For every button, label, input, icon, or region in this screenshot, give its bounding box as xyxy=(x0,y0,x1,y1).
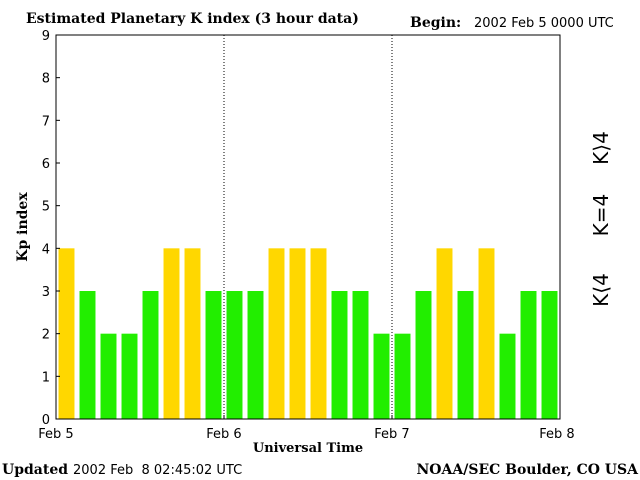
kp-bar xyxy=(457,291,474,419)
legend-green-label: K⟨4 xyxy=(589,273,613,307)
y-tick-label: 1 xyxy=(42,370,50,385)
updated-value: 2002 Feb 8 02:45:02 UTC xyxy=(73,463,242,478)
bars-group xyxy=(58,248,558,419)
kp-bar xyxy=(331,291,348,419)
kp-bar xyxy=(289,248,306,419)
y-tick-label: 7 xyxy=(42,114,50,129)
kp-bar xyxy=(58,248,75,419)
kp-bar xyxy=(142,291,159,419)
kp-bar xyxy=(121,333,138,419)
kp-bar xyxy=(205,291,222,419)
legend-red-label: K⟩4 xyxy=(589,131,613,165)
kp-bar xyxy=(268,248,285,419)
legend-yellow-label: K=4 xyxy=(589,194,613,237)
day-dividers xyxy=(223,35,393,419)
kp-bar xyxy=(541,291,558,419)
chart-title: Estimated Planetary K index (3 hour data… xyxy=(26,11,359,27)
updated-label: Updated xyxy=(2,462,68,478)
kp-bar xyxy=(310,248,327,419)
y-tick-label: 0 xyxy=(42,413,50,428)
x-tick-label: Feb 8 xyxy=(539,427,574,442)
kp-bar xyxy=(373,333,390,419)
kp-bar xyxy=(247,291,264,419)
kp-bar xyxy=(163,248,180,419)
x-tick-label: Feb 6 xyxy=(206,427,241,442)
y-tick-label: 8 xyxy=(42,72,50,87)
kp-bar xyxy=(499,333,516,419)
kp-bar xyxy=(100,333,117,419)
kp-bar xyxy=(226,291,243,419)
y-tick-label: 9 xyxy=(42,29,50,44)
kp-bar xyxy=(79,291,96,419)
begin-value: 2002 Feb 5 0000 UTC xyxy=(474,16,614,31)
x-tick-label: Feb 5 xyxy=(38,427,73,442)
begin-label: Begin: xyxy=(410,15,461,31)
plot-frame xyxy=(55,34,561,420)
y-tick-label: 5 xyxy=(42,200,50,215)
kp-bar xyxy=(352,291,369,419)
kp-bar xyxy=(520,291,537,419)
y-axis-label: Kp index xyxy=(15,192,31,262)
kp-bar xyxy=(394,333,411,419)
y-tick-label: 6 xyxy=(42,157,50,172)
x-axis-label: Universal Time xyxy=(253,441,363,456)
y-tick-label: 3 xyxy=(42,285,50,300)
x-tick-label: Feb 7 xyxy=(374,427,409,442)
kp-bar xyxy=(415,291,432,419)
source-credit: NOAA/SEC Boulder, CO USA xyxy=(417,462,640,478)
y-axis-ticks: 0 1 2 3 4 5 6 7 8 9 xyxy=(42,29,60,428)
y-tick-label: 4 xyxy=(42,242,50,257)
y-tick-label: 2 xyxy=(42,328,50,343)
kp-bar xyxy=(478,248,495,419)
x-axis-ticks: Feb 5 Feb 6 Feb 7 Feb 8 xyxy=(38,415,575,442)
kp-bar xyxy=(436,248,453,419)
kp-bar xyxy=(184,248,201,419)
